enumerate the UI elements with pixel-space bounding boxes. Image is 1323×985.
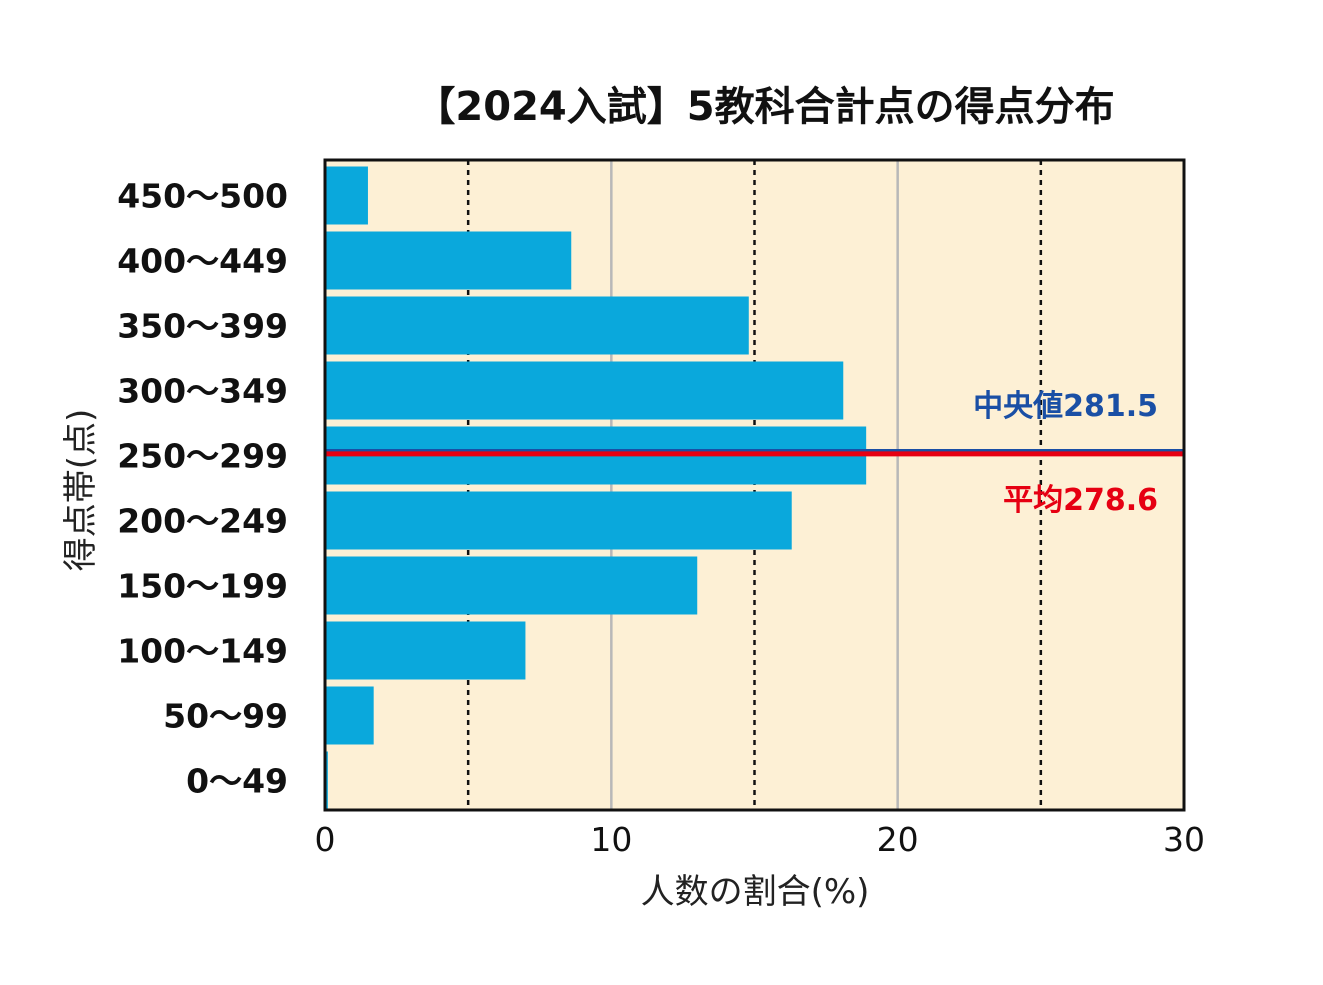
- bar: [325, 491, 792, 550]
- y-tick-label: 450〜500: [117, 177, 288, 216]
- y-tick-label: 100〜149: [117, 632, 288, 671]
- y-tick-label: 0〜49: [186, 762, 288, 801]
- y-tick-label: 300〜349: [117, 372, 288, 411]
- x-axis-label: 人数の割合(%): [641, 872, 870, 912]
- x-tick-label: 0: [315, 820, 336, 859]
- y-tick-label: 400〜449: [117, 242, 288, 281]
- bar: [325, 166, 368, 225]
- x-tick-label: 10: [590, 820, 632, 859]
- bar: [325, 361, 844, 420]
- chart-title: 【2024入試】5教科合計点の得点分布: [415, 84, 1114, 130]
- bar: [325, 556, 698, 615]
- bar: [325, 621, 526, 680]
- y-tick-label: 350〜399: [117, 307, 288, 346]
- x-tick-label: 20: [877, 820, 919, 859]
- y-tick-label: 150〜199: [117, 567, 288, 606]
- y-axis-label: 得点帯(点): [61, 409, 101, 572]
- bar: [325, 296, 749, 355]
- bar: [325, 231, 572, 290]
- y-tick-label: 200〜249: [117, 502, 288, 541]
- plot-border: [323, 158, 1186, 812]
- mean-label: 平均278.6: [1003, 483, 1158, 518]
- y-tick-label: 50〜99: [163, 697, 288, 736]
- x-tick-label: 30: [1163, 820, 1205, 859]
- bar: [325, 686, 374, 745]
- y-tick-label: 250〜299: [117, 437, 288, 476]
- median-label: 中央値281.5: [973, 389, 1158, 424]
